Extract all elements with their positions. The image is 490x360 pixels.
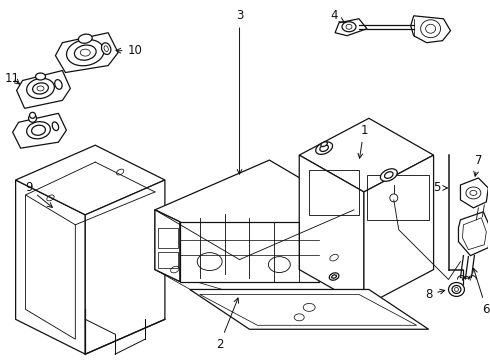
Polygon shape (335, 19, 367, 36)
Polygon shape (364, 155, 434, 306)
Ellipse shape (28, 114, 37, 122)
Polygon shape (319, 210, 354, 282)
Text: 9: 9 (25, 181, 52, 207)
Text: 11: 11 (5, 72, 20, 85)
Ellipse shape (316, 142, 333, 154)
Ellipse shape (332, 275, 337, 278)
Polygon shape (16, 180, 85, 354)
Text: 2: 2 (216, 298, 239, 351)
Ellipse shape (101, 43, 111, 54)
Polygon shape (461, 178, 489, 208)
Ellipse shape (448, 283, 465, 296)
Text: 4: 4 (330, 9, 344, 22)
Polygon shape (155, 210, 180, 282)
Ellipse shape (321, 142, 327, 147)
Polygon shape (85, 180, 165, 354)
Ellipse shape (385, 172, 393, 178)
Ellipse shape (320, 145, 328, 152)
Ellipse shape (380, 169, 397, 181)
Polygon shape (299, 155, 364, 306)
Polygon shape (319, 210, 354, 282)
Ellipse shape (26, 78, 54, 99)
Ellipse shape (67, 40, 104, 66)
Ellipse shape (390, 194, 398, 202)
Text: 5: 5 (433, 181, 447, 194)
Ellipse shape (35, 73, 46, 80)
Polygon shape (411, 16, 450, 43)
Ellipse shape (329, 273, 339, 280)
Polygon shape (155, 210, 180, 282)
Polygon shape (459, 212, 490, 256)
Polygon shape (299, 118, 434, 192)
Polygon shape (155, 160, 354, 260)
Ellipse shape (31, 125, 46, 135)
Text: 10: 10 (116, 44, 143, 57)
Text: 6: 6 (473, 268, 490, 316)
Text: 7: 7 (474, 154, 482, 176)
Polygon shape (180, 222, 319, 282)
Text: 3: 3 (236, 9, 243, 174)
Ellipse shape (74, 45, 96, 60)
Polygon shape (190, 289, 429, 329)
Ellipse shape (29, 112, 35, 118)
Text: 8: 8 (425, 288, 445, 301)
Ellipse shape (55, 80, 62, 89)
Ellipse shape (78, 34, 92, 43)
Polygon shape (16, 145, 165, 215)
Text: 1: 1 (358, 124, 368, 158)
Ellipse shape (33, 83, 49, 94)
Ellipse shape (342, 22, 356, 32)
Ellipse shape (52, 122, 59, 131)
Ellipse shape (26, 122, 50, 139)
Ellipse shape (452, 285, 461, 293)
